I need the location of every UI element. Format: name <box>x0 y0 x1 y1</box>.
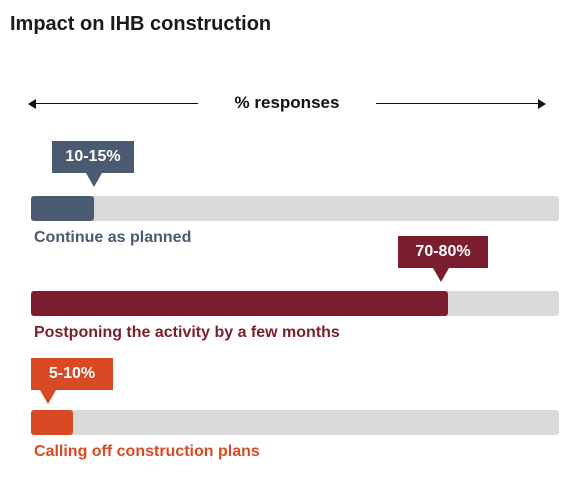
axis-line-left <box>34 103 198 104</box>
bar-postpone <box>31 291 448 316</box>
category-label-calloff: Calling off construction plans <box>34 443 260 460</box>
bar-track-continue <box>31 196 559 221</box>
data-label-calloff-text: 5-10% <box>48 365 96 382</box>
bar-calloff <box>31 410 73 435</box>
data-label-continue-text: 10-15% <box>65 148 121 165</box>
category-label-continue: Continue as planned <box>34 229 192 246</box>
data-label-postpone-text: 70-80% <box>415 243 471 260</box>
callout-pointer-calloff <box>40 390 56 404</box>
data-label-calloff: 5-10% <box>31 358 113 390</box>
x-axis-label: % responses <box>234 93 340 112</box>
data-label-postpone: 70-80% <box>398 236 488 268</box>
x-axis: % responses <box>28 92 546 116</box>
bar-track-calloff <box>31 410 559 435</box>
right-arrow-icon <box>538 99 546 109</box>
bar-track-postpone <box>31 291 559 316</box>
callout-pointer-continue <box>86 173 102 187</box>
category-label-postpone: Postponing the activity by a few months <box>34 324 340 341</box>
data-label-continue: 10-15% <box>52 141 134 173</box>
left-arrow-icon <box>28 99 36 109</box>
axis-line-right <box>376 103 540 104</box>
callout-pointer-postpone <box>433 268 449 282</box>
chart-title: Impact on IHB construction <box>10 13 272 35</box>
bar-continue <box>31 196 94 221</box>
